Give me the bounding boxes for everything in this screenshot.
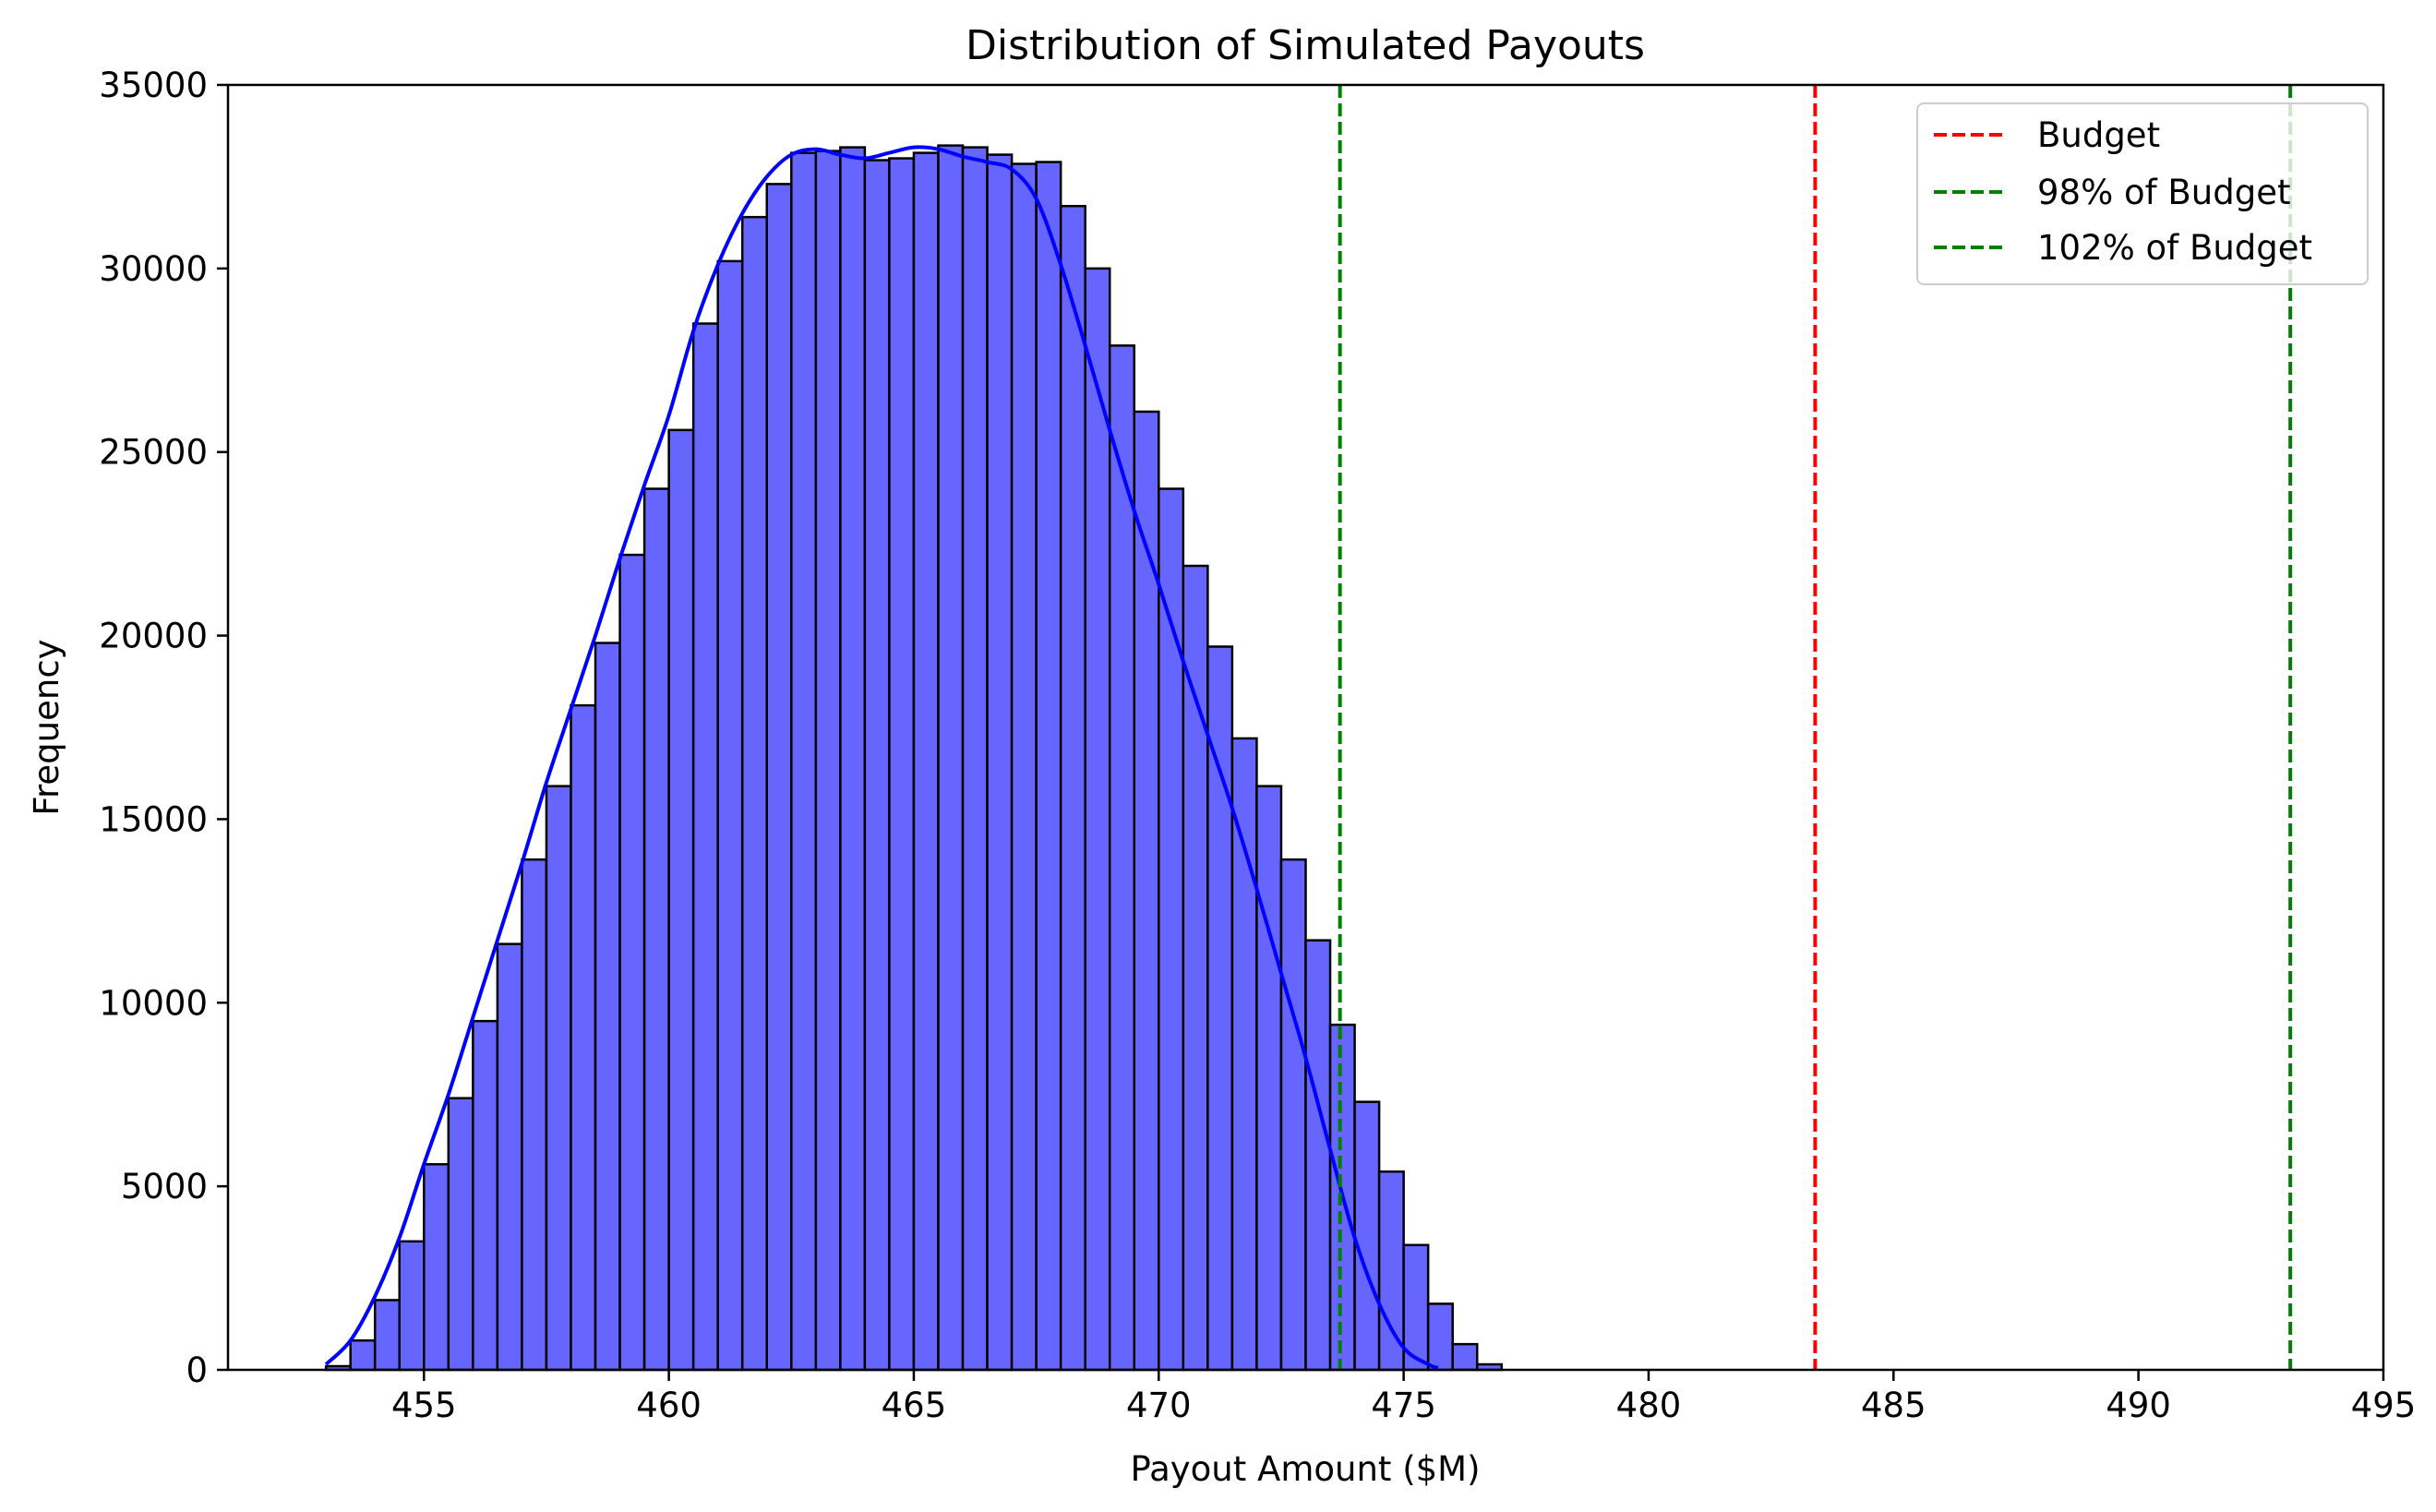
x-axis-label: Payout Amount ($M) bbox=[1130, 1449, 1480, 1489]
chart-title: Distribution of Simulated Payouts bbox=[966, 22, 1645, 69]
histogram-bar bbox=[1182, 564, 1209, 1372]
y-tick-label: 15000 bbox=[99, 799, 208, 839]
y-tick-label: 10000 bbox=[99, 983, 208, 1023]
histogram-bar bbox=[691, 322, 719, 1372]
legend-label-98: 98% of Budget bbox=[2037, 173, 2291, 212]
x-axis-ticks: 455 460 465 470 475 480 485 490 495 bbox=[391, 1370, 2416, 1425]
x-tick-label: 495 bbox=[2351, 1386, 2417, 1425]
histogram-bar bbox=[1206, 645, 1234, 1372]
x-tick-label: 490 bbox=[2106, 1386, 2171, 1425]
histogram-bar bbox=[545, 785, 572, 1372]
y-tick-label: 30000 bbox=[99, 249, 208, 289]
histogram-bar bbox=[349, 1338, 377, 1372]
histogram-bar bbox=[863, 159, 891, 1372]
histogram-bar bbox=[373, 1299, 401, 1372]
histogram-bar bbox=[1304, 939, 1332, 1372]
histogram-bar bbox=[814, 150, 842, 1372]
x-tick-label: 455 bbox=[391, 1386, 457, 1425]
histogram-bar bbox=[642, 487, 670, 1372]
histogram-bar bbox=[1279, 858, 1307, 1372]
histogram-bar bbox=[765, 183, 793, 1372]
histogram-bar bbox=[740, 215, 768, 1372]
legend-label-budget: Budget bbox=[2037, 115, 2160, 155]
histogram-bar bbox=[496, 942, 523, 1372]
kde-curve bbox=[324, 145, 1439, 1370]
histogram-bar bbox=[1084, 267, 1111, 1372]
histogram-bar bbox=[667, 428, 695, 1372]
y-axis-label: Frequency bbox=[27, 639, 66, 815]
y-tick-label: 20000 bbox=[99, 617, 208, 656]
histogram-bar bbox=[1158, 487, 1185, 1372]
histogram-bar bbox=[1133, 410, 1160, 1372]
y-tick-label: 25000 bbox=[99, 433, 208, 473]
histogram-bar bbox=[1255, 785, 1283, 1372]
histogram-bar bbox=[912, 151, 940, 1372]
plot-frame bbox=[226, 83, 2385, 1372]
histogram-bar bbox=[839, 146, 867, 1372]
histogram-bar bbox=[398, 1240, 426, 1372]
x-tick-label: 470 bbox=[1126, 1386, 1192, 1425]
histogram-bar bbox=[472, 1019, 499, 1372]
histogram-bar bbox=[1353, 1100, 1381, 1372]
histogram-bar bbox=[1035, 161, 1062, 1372]
histogram-bar bbox=[1426, 1302, 1454, 1372]
histogram-bar bbox=[521, 858, 548, 1372]
legend: Budget 98% of Budget 102% of Budget bbox=[1916, 102, 2369, 285]
histogram-bar bbox=[888, 157, 916, 1372]
histogram-bar bbox=[618, 553, 646, 1372]
histogram-bar bbox=[423, 1163, 450, 1372]
histogram-bar bbox=[1010, 162, 1038, 1372]
histogram-bar bbox=[1059, 204, 1086, 1372]
histogram-bar bbox=[986, 153, 1014, 1372]
reference-lines-layer bbox=[1338, 85, 2293, 1370]
histogram-bar bbox=[961, 146, 989, 1372]
histogram-bar bbox=[1451, 1342, 1479, 1372]
legend-box bbox=[1916, 102, 2369, 285]
histogram-bar bbox=[937, 144, 965, 1372]
histogram-bar bbox=[570, 703, 597, 1372]
legend-label-102: 102% of Budget bbox=[2037, 228, 2312, 268]
kde-layer bbox=[324, 145, 1439, 1370]
x-tick-label: 465 bbox=[882, 1386, 947, 1425]
y-tick-label: 0 bbox=[186, 1350, 208, 1390]
histogram-bar bbox=[447, 1097, 474, 1372]
y-axis-ticks: 0 5000 10000 15000 20000 25000 30000 35000 bbox=[99, 66, 228, 1390]
x-tick-label: 475 bbox=[1371, 1386, 1436, 1425]
x-tick-label: 485 bbox=[1861, 1386, 1926, 1425]
y-tick-label: 35000 bbox=[99, 66, 208, 105]
histogram-bar bbox=[1230, 737, 1258, 1372]
x-tick-label: 480 bbox=[1616, 1386, 1682, 1425]
x-tick-label: 460 bbox=[636, 1386, 702, 1425]
histogram-bar bbox=[716, 259, 744, 1372]
y-tick-label: 5000 bbox=[121, 1167, 208, 1206]
histogram-bar bbox=[790, 151, 818, 1372]
histogram-bar bbox=[594, 642, 621, 1372]
